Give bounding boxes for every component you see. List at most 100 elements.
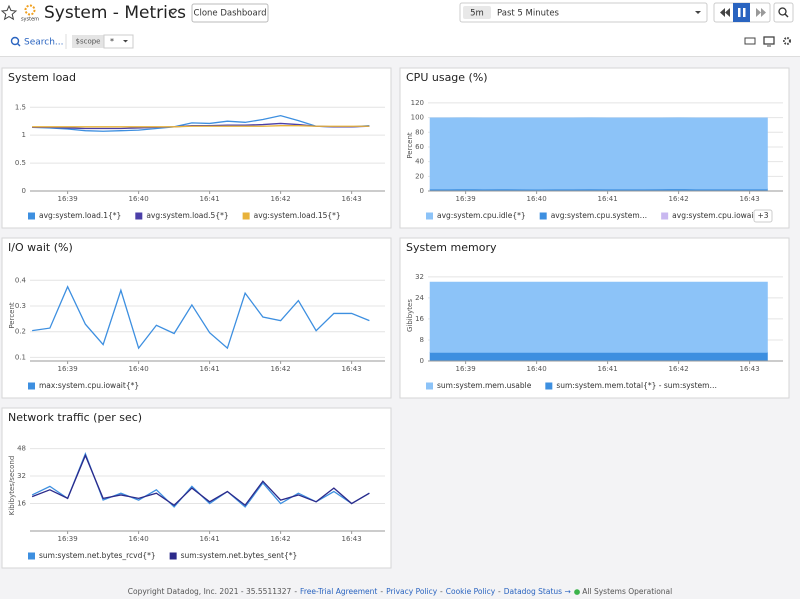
- legend-label[interactable]: sum:system.mem.usable: [437, 381, 532, 390]
- playback-controls[interactable]: [713, 2, 771, 23]
- y-tick-label: 32: [17, 472, 26, 480]
- y-axis-label: Percent: [8, 302, 16, 329]
- y-tick-label: 60: [415, 143, 424, 151]
- view-icons[interactable]: [744, 36, 791, 47]
- plot: [31, 451, 370, 508]
- y-tick-label: 1.5: [15, 103, 26, 111]
- panels: System load 0 0.5 1 1.5 16:39 16:40 16:41 16:42 1…: [1, 67, 790, 569]
- y-tick-label: 20: [415, 172, 424, 180]
- legend-label[interactable]: avg:system.cpu.system…: [551, 211, 647, 220]
- title-menu[interactable]: [168, 9, 178, 15]
- time-picker[interactable]: 5m Past 5 Minutes: [459, 2, 708, 23]
- footer-link[interactable]: Datadog Status →: [504, 587, 571, 596]
- search-button[interactable]: [773, 2, 794, 23]
- x-tick-label: 16:39: [58, 195, 78, 203]
- widget-frame: [1, 67, 392, 229]
- logo-label: system: [21, 17, 39, 23]
- y-tick-label: 0.1: [15, 353, 26, 361]
- widget: System load 0 0.5 1 1.5 16:39 16:40 16:41 16:42 1…: [1, 67, 392, 229]
- y-tick-label: 40: [415, 158, 424, 166]
- footer-separator: -: [380, 587, 383, 596]
- widget-frame: [1, 407, 392, 569]
- y-tick-label: 0.2: [15, 328, 26, 336]
- clone-button[interactable]: Clone Dashboard: [191, 3, 269, 23]
- y-axis-label: Percent: [406, 132, 414, 159]
- legend-swatch: [135, 212, 143, 220]
- legend-label[interactable]: avg:system.load.1{*}: [39, 211, 121, 220]
- widget-title: CPU usage (%): [406, 71, 488, 84]
- x-tick-label: 16:39: [456, 365, 476, 373]
- widget: I/O wait (%) Percent 0.1 0.2 0.3 0.4 16:39 16:4…: [1, 237, 392, 399]
- legend-swatch: [539, 212, 547, 220]
- footer-link[interactable]: Cookie Policy: [446, 587, 496, 596]
- y-tick-label: 0.4: [15, 276, 27, 284]
- legend-label[interactable]: avg:system.cpu.iowait{*}: [672, 211, 770, 220]
- footer-status: All Systems Operational: [582, 587, 672, 596]
- y-tick-label: 80: [415, 128, 424, 136]
- legend-swatch: [661, 212, 669, 220]
- legend-more-box[interactable]: [753, 209, 773, 223]
- x-tick-label: 16:40: [129, 195, 149, 203]
- x-tick-label: 16:41: [200, 195, 220, 203]
- footer-link[interactable]: Privacy Policy: [386, 587, 438, 596]
- footer-text: Copyright Datadog, Inc. 2021 - 35.551132…: [128, 587, 673, 596]
- area-series: [429, 351, 768, 362]
- x-tick-label: 16:39: [456, 195, 476, 203]
- widget-title: System memory: [406, 241, 497, 254]
- search-label: Search...: [24, 38, 64, 48]
- x-tick-label: 16:40: [129, 365, 149, 373]
- x-tick-label: 16:42: [271, 365, 291, 373]
- line-series: [31, 453, 370, 507]
- area-series: [429, 117, 768, 190]
- widget-title: I/O wait (%): [8, 241, 73, 254]
- y-tick-label: 120: [411, 99, 424, 107]
- logo: system: [21, 4, 39, 23]
- y-tick-label: 0.5: [15, 159, 26, 167]
- x-tick-label: 16:43: [342, 195, 362, 203]
- y-tick-label: 32: [415, 273, 424, 281]
- y-tick-label: 16: [17, 500, 26, 508]
- plot: [32, 285, 370, 350]
- dashboard-title: System - Metrics: [44, 3, 186, 23]
- plot: [429, 281, 768, 362]
- time-short: 5m: [470, 9, 484, 19]
- widget-frame: [1, 237, 392, 399]
- legend-swatch: [169, 552, 177, 560]
- widget-title: System load: [8, 71, 76, 84]
- legend-label[interactable]: sum:system.mem.total{*} - sum:system…: [556, 381, 717, 390]
- x-tick-label: 16:42: [669, 195, 689, 203]
- footer-link[interactable]: Free-Trial Agreement: [300, 587, 377, 596]
- legend-swatch: [28, 212, 35, 220]
- clone-label: Clone Dashboard: [194, 9, 267, 19]
- x-tick-label: 16:40: [527, 365, 547, 373]
- y-tick-label: 0: [420, 187, 424, 195]
- legend-swatch: [242, 212, 250, 220]
- footer: Copyright Datadog, Inc. 2021 - 35.551132…: [128, 587, 673, 596]
- plot: [429, 117, 768, 192]
- x-tick-label: 16:43: [342, 535, 362, 543]
- x-tick-label: 16:39: [58, 365, 78, 373]
- template-variable[interactable]: $scope *: [72, 34, 134, 49]
- legend-label[interactable]: max:system.cpu.iowait{*}: [39, 381, 139, 390]
- legend-label[interactable]: avg:system.cpu.idle{*}: [437, 211, 526, 220]
- variable-name: $scope: [76, 38, 101, 46]
- footer-separator: -: [440, 587, 443, 596]
- legend-label[interactable]: avg:system.load.5{*}: [146, 211, 228, 220]
- legend-label[interactable]: sum:system.net.bytes_sent{*}: [181, 551, 298, 560]
- y-tick-label: 100: [411, 114, 424, 122]
- x-tick-label: 16:41: [598, 195, 618, 203]
- favorite-star[interactable]: [0, 4, 18, 21]
- legend-swatch: [545, 382, 553, 390]
- legend-swatch: [426, 212, 433, 220]
- y-tick-label: 0.3: [15, 302, 26, 310]
- legend-label[interactable]: sum:system.net.bytes_rcvd{*}: [39, 551, 156, 560]
- widget: System memory Gibibytes 0 8 16 24 32 16:39 16:40…: [399, 237, 790, 399]
- y-tick-label: 16: [415, 315, 424, 323]
- search-box[interactable]: Search...: [10, 36, 64, 48]
- y-tick-label: 24: [415, 294, 424, 302]
- legend-more: +3: [757, 211, 768, 220]
- x-tick-label: 16:42: [271, 195, 291, 203]
- variable-value: *: [110, 37, 114, 46]
- legend-label[interactable]: avg:system.load.15{*}: [254, 211, 341, 220]
